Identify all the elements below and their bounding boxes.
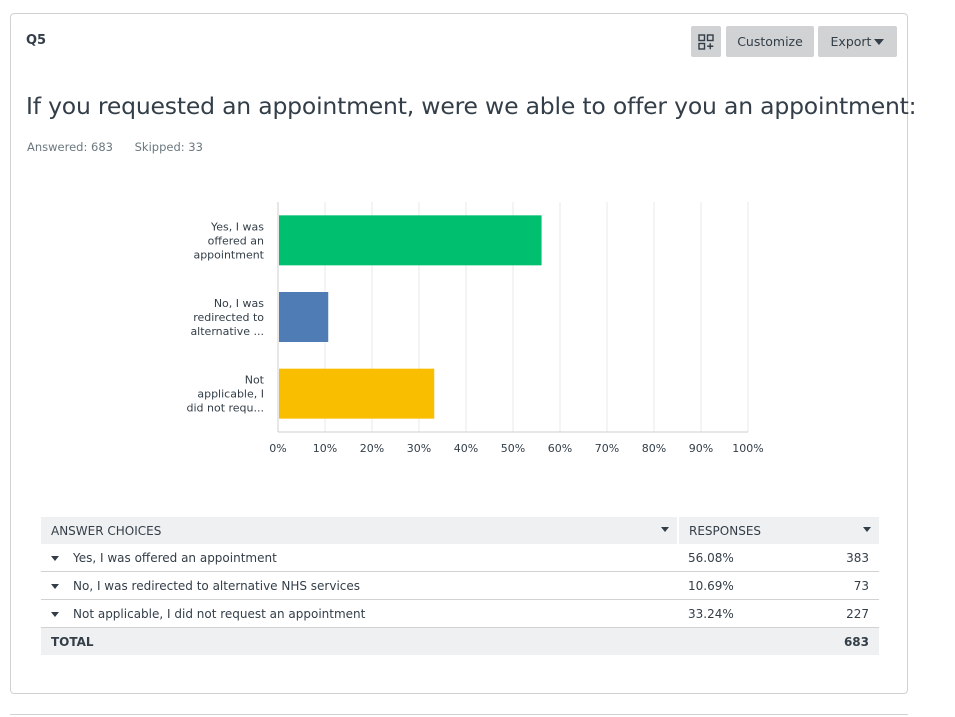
- answer-choice: Yes, I was offered an appointment: [73, 550, 277, 565]
- response-percent: 10.69%: [678, 571, 758, 600]
- bar: [279, 292, 329, 342]
- category-label: did not requ...: [186, 402, 264, 415]
- grid-button[interactable]: [691, 26, 721, 57]
- total-row: TOTAL 683: [41, 627, 879, 655]
- tick-label: 60%: [548, 442, 572, 455]
- total-count: 683: [758, 627, 879, 655]
- responses-header[interactable]: RESPONSES: [678, 517, 879, 544]
- tick-label: 30%: [407, 442, 431, 455]
- skipped-count: Skipped: 33: [134, 140, 203, 154]
- response-percent: 56.08%: [678, 544, 758, 572]
- table-row: Not applicable, I did not request an app…: [41, 599, 879, 628]
- question-number: Q5: [26, 33, 47, 48]
- customize-button[interactable]: Customize: [726, 26, 814, 57]
- table-row: Yes, I was offered an appointment 56.08%…: [41, 544, 879, 572]
- response-count: 383: [758, 544, 879, 572]
- tick-label: 10%: [313, 442, 337, 455]
- table-row: No, I was redirected to alternative NHS …: [41, 571, 879, 600]
- divider: [10, 714, 908, 715]
- answer-choice: Not applicable, I did not request an app…: [73, 606, 366, 621]
- tick-label: 20%: [360, 442, 384, 455]
- category-label: redirected to: [193, 311, 264, 324]
- answered-count: Answered: 683: [27, 140, 113, 154]
- row-expand-icon[interactable]: [51, 555, 59, 561]
- tick-label: 70%: [595, 442, 619, 455]
- sort-caret-icon[interactable]: [863, 527, 871, 532]
- tick-label: 40%: [454, 442, 478, 455]
- question-title: If you requested an appointment, were we…: [26, 92, 917, 120]
- sort-caret-icon[interactable]: [661, 527, 669, 532]
- grid-plus-icon: [698, 33, 714, 50]
- tick-label: 0%: [269, 442, 286, 455]
- category-label: offered an: [208, 234, 264, 247]
- answer-choice: No, I was redirected to alternative NHS …: [73, 578, 361, 593]
- caret-down-icon: [874, 38, 885, 45]
- bar-chart: 0% 10% 20% 30% 40% 50% 60% 70% 80% 90% 100% Yes, I …: [186, 202, 764, 455]
- category-label: Not: [245, 374, 265, 387]
- bar: [279, 215, 542, 266]
- question-card: Q5 Customize Export If you requested an …: [10, 13, 917, 694]
- tick-label: 50%: [501, 442, 525, 455]
- response-stats: Answered: 683 Skipped: 33: [27, 140, 221, 154]
- total-label: TOTAL: [41, 627, 678, 655]
- category-label: appointment: [193, 248, 264, 261]
- bar: [279, 368, 435, 419]
- export-button[interactable]: Export: [818, 26, 897, 57]
- row-expand-icon[interactable]: [51, 583, 59, 589]
- tick-label: 80%: [642, 442, 666, 455]
- category-label: Yes, I was: [210, 220, 264, 233]
- tick-label: 100%: [732, 442, 763, 455]
- table-header-row: ANSWER CHOICES RESPONSES: [41, 517, 879, 544]
- category-label: applicable, I: [197, 388, 264, 401]
- response-count: 73: [758, 571, 879, 600]
- response-count: 227: [758, 599, 879, 628]
- answer-choices-header[interactable]: ANSWER CHOICES: [41, 517, 679, 544]
- category-label: alternative ...: [190, 325, 264, 338]
- responses-table: ANSWER CHOICES RESPONSES Yes, I was offe…: [41, 517, 879, 655]
- category-label: No, I was: [214, 297, 264, 310]
- tick-label: 90%: [689, 442, 713, 455]
- export-label: Export: [830, 34, 872, 49]
- response-percent: 33.24%: [678, 599, 758, 628]
- row-expand-icon[interactable]: [51, 611, 59, 617]
